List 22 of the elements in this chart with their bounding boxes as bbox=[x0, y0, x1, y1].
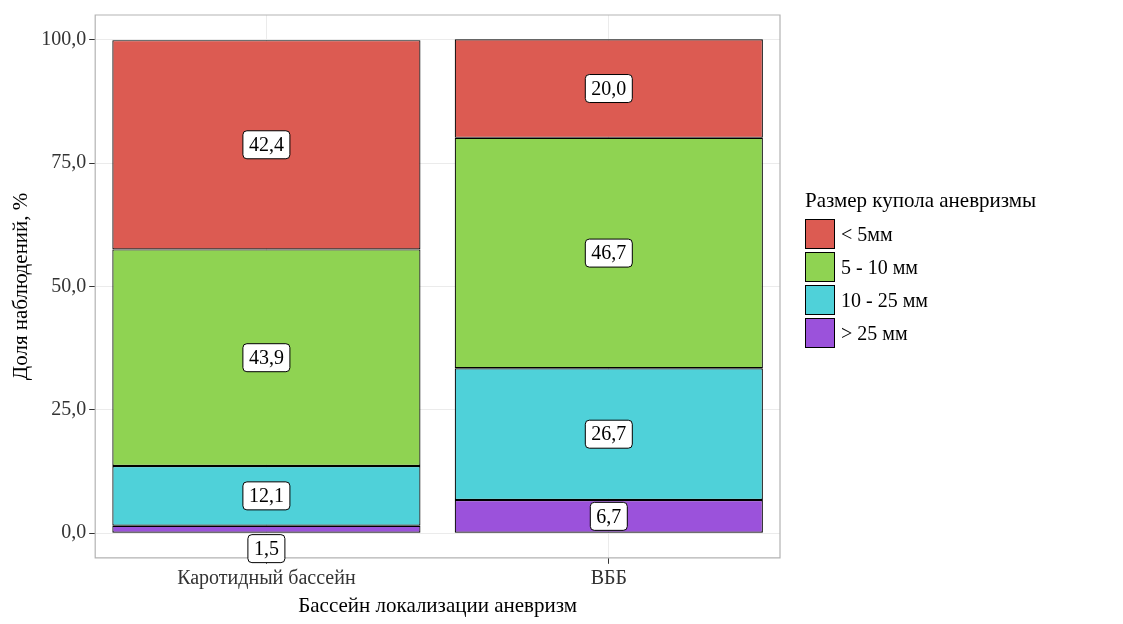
y-tick-label: 25,0 bbox=[51, 397, 87, 420]
data-label: 46,7 bbox=[591, 241, 627, 264]
x-axis-title: Бассейн локализации аневризм bbox=[298, 592, 578, 617]
y-tick-label: 75,0 bbox=[51, 150, 87, 173]
data-label: 20,0 bbox=[591, 76, 627, 99]
y-tick-label: 100,0 bbox=[41, 26, 87, 49]
legend-title: Размер купола аневризмы bbox=[805, 188, 1037, 213]
legend-label: 10 - 25 мм bbox=[841, 288, 928, 312]
y-tick-label: 0,0 bbox=[61, 520, 87, 543]
legend-label: < 5мм bbox=[841, 222, 893, 246]
y-axis-title: Доля наблюдений, % bbox=[8, 192, 33, 381]
data-label: 1,5 bbox=[253, 536, 279, 559]
text: 5 - 10 мм bbox=[841, 255, 918, 279]
y-tick-label: 50,0 bbox=[51, 273, 87, 296]
data-label: 42,4 bbox=[248, 133, 284, 156]
data-label: 12,1 bbox=[248, 484, 284, 507]
x-tick-label: Каротидный бассейн bbox=[177, 566, 356, 590]
x-tick-label: ВББ bbox=[590, 566, 627, 589]
data-label: 26,7 bbox=[591, 422, 627, 445]
data-label: 43,9 bbox=[248, 345, 284, 368]
legend-label: > 25 мм bbox=[841, 321, 908, 345]
data-label: 6,7 bbox=[596, 504, 622, 527]
